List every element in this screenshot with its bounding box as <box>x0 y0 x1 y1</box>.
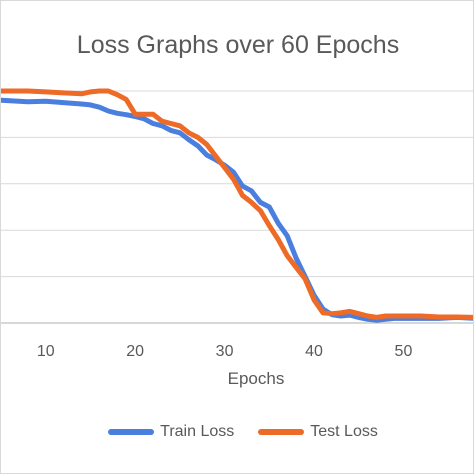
series-line-test-loss <box>1 88 473 320</box>
x-tick-label: 40 <box>305 343 323 360</box>
x-tick-label: 30 <box>216 343 234 360</box>
legend-label-train-loss: Train Loss <box>160 423 235 440</box>
x-tick-label: 50 <box>395 343 413 360</box>
legend-swatch-train-loss <box>108 429 155 435</box>
legend-label-test-loss: Test Loss <box>310 423 378 440</box>
x-tick-label: 20 <box>126 343 144 360</box>
legend-item-train-loss: Train Loss <box>108 423 234 441</box>
x-tick-label: 10 <box>37 343 55 360</box>
series-line-train-loss <box>1 97 473 323</box>
legend: Train Loss Test Loss <box>1 423 473 441</box>
x-axis-title: Epochs <box>227 369 285 388</box>
legend-swatch-test-loss <box>258 429 305 435</box>
legend-item-test-loss: Test Loss <box>258 423 378 441</box>
chart-title: Loss Graphs over 60 Epochs <box>76 31 400 59</box>
